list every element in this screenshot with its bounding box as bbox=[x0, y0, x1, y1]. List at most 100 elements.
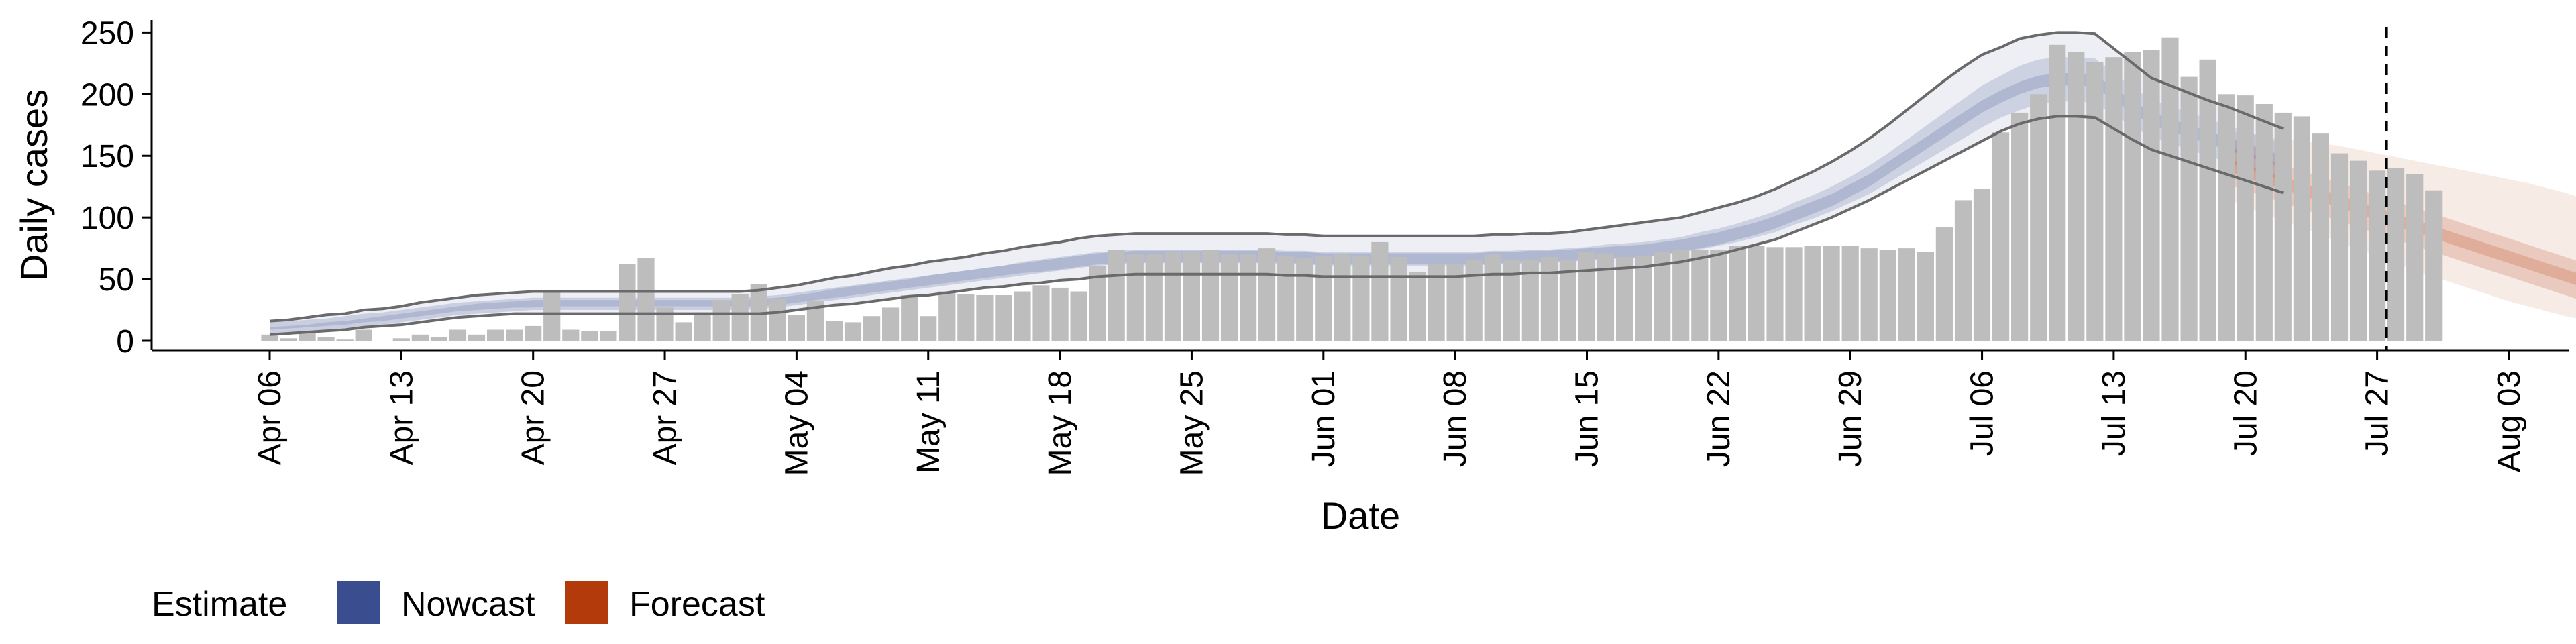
bar bbox=[1710, 250, 1727, 341]
x-tick-label: May 25 bbox=[1174, 370, 1210, 476]
bar bbox=[788, 315, 805, 341]
bar bbox=[2180, 76, 2198, 341]
bar bbox=[1258, 248, 1276, 341]
bar bbox=[825, 321, 843, 341]
bar bbox=[694, 312, 711, 341]
bar bbox=[882, 307, 900, 341]
x-tick-label: Apr 20 bbox=[516, 370, 551, 465]
bar bbox=[280, 338, 297, 341]
bar bbox=[901, 295, 918, 341]
x-tick-label: Apr 06 bbox=[252, 370, 288, 465]
x-tick-label: May 04 bbox=[779, 370, 814, 476]
bar bbox=[1729, 246, 1746, 341]
bar bbox=[1334, 254, 1351, 341]
bar bbox=[1841, 246, 1859, 341]
x-tick-label: Jun 29 bbox=[1833, 370, 1868, 467]
y-axis-ticks: 0 50 100 150 200 250 bbox=[80, 15, 152, 360]
bar bbox=[1352, 256, 1370, 341]
bar bbox=[2425, 190, 2443, 341]
nowcast-median-band bbox=[270, 73, 2284, 335]
bar bbox=[430, 337, 447, 341]
bar bbox=[1032, 285, 1050, 341]
bar bbox=[2199, 59, 2216, 341]
x-tick-label: Jul 13 bbox=[2096, 370, 2132, 456]
bar bbox=[619, 264, 636, 341]
bar bbox=[355, 329, 372, 341]
bar bbox=[1108, 250, 1125, 341]
bar bbox=[1823, 246, 1840, 341]
x-tick-label: Jul 27 bbox=[2360, 370, 2396, 456]
y-tick-label: 100 bbox=[80, 201, 134, 236]
bar bbox=[1748, 246, 1765, 341]
bar bbox=[938, 291, 956, 341]
bar bbox=[920, 316, 937, 341]
bar bbox=[411, 334, 429, 341]
nowcast-upper-line bbox=[269, 31, 2284, 323]
bar bbox=[1296, 258, 1313, 341]
bar bbox=[2218, 94, 2235, 341]
bar bbox=[1597, 253, 1615, 341]
legend-title: Estimate bbox=[152, 585, 287, 624]
bar bbox=[392, 338, 410, 341]
y-tick-label: 0 bbox=[116, 324, 134, 360]
bar bbox=[562, 329, 580, 341]
bar bbox=[637, 258, 655, 341]
bar bbox=[2293, 116, 2310, 341]
bar bbox=[2330, 153, 2349, 341]
y-tick-label: 200 bbox=[80, 77, 134, 113]
bar bbox=[1315, 256, 1332, 341]
bar bbox=[2349, 160, 2367, 341]
legend-label-forecast: Forecast bbox=[629, 585, 765, 624]
bar bbox=[2255, 104, 2273, 341]
bar bbox=[1503, 259, 1520, 341]
bar bbox=[2312, 133, 2329, 341]
nowcast-lower-line bbox=[269, 115, 2284, 336]
bar bbox=[1540, 257, 1558, 341]
bar bbox=[317, 337, 335, 341]
x-tick-label: May 18 bbox=[1042, 370, 1078, 476]
bar bbox=[769, 299, 786, 341]
bar bbox=[2274, 112, 2292, 341]
bar-layer bbox=[261, 37, 2443, 341]
bar bbox=[2086, 62, 2104, 341]
bar bbox=[1766, 247, 1784, 341]
bar bbox=[2124, 52, 2141, 341]
ci-line-layer bbox=[269, 31, 2284, 336]
x-tick-label: Jun 01 bbox=[1306, 370, 1342, 467]
bar bbox=[1860, 248, 1878, 341]
x-tick-label: Aug 03 bbox=[2491, 370, 2527, 472]
bar bbox=[1954, 200, 1972, 341]
bar bbox=[2143, 50, 2160, 341]
bar bbox=[1484, 254, 1501, 341]
bar bbox=[1635, 256, 1652, 341]
bar bbox=[487, 329, 504, 341]
bar bbox=[1654, 252, 1671, 341]
x-tick-label: Apr 27 bbox=[647, 370, 683, 465]
bar bbox=[543, 290, 561, 341]
bar bbox=[449, 329, 467, 341]
x-tick-label: May 11 bbox=[911, 370, 947, 474]
bar bbox=[1183, 252, 1200, 341]
x-tick-label: Jun 08 bbox=[1438, 370, 1473, 467]
bar bbox=[1465, 259, 1483, 341]
bar bbox=[1935, 227, 1953, 341]
bar bbox=[1277, 256, 1295, 341]
bar bbox=[600, 331, 617, 341]
bar bbox=[844, 322, 862, 341]
bar bbox=[299, 333, 316, 341]
bar bbox=[1070, 291, 1087, 341]
bar bbox=[506, 329, 523, 341]
bar bbox=[2369, 170, 2386, 341]
x-axis-title: Date bbox=[1321, 494, 1400, 537]
bar bbox=[976, 295, 994, 341]
y-tick-label: 150 bbox=[80, 139, 134, 174]
y-axis-title: Daily cases bbox=[13, 89, 55, 281]
bar bbox=[1051, 287, 1069, 341]
bar bbox=[1879, 250, 1896, 341]
bar bbox=[1917, 252, 1934, 341]
bar bbox=[2049, 44, 2066, 341]
bar bbox=[1691, 250, 1709, 341]
bar bbox=[1240, 254, 1257, 341]
bar bbox=[1126, 254, 1144, 341]
